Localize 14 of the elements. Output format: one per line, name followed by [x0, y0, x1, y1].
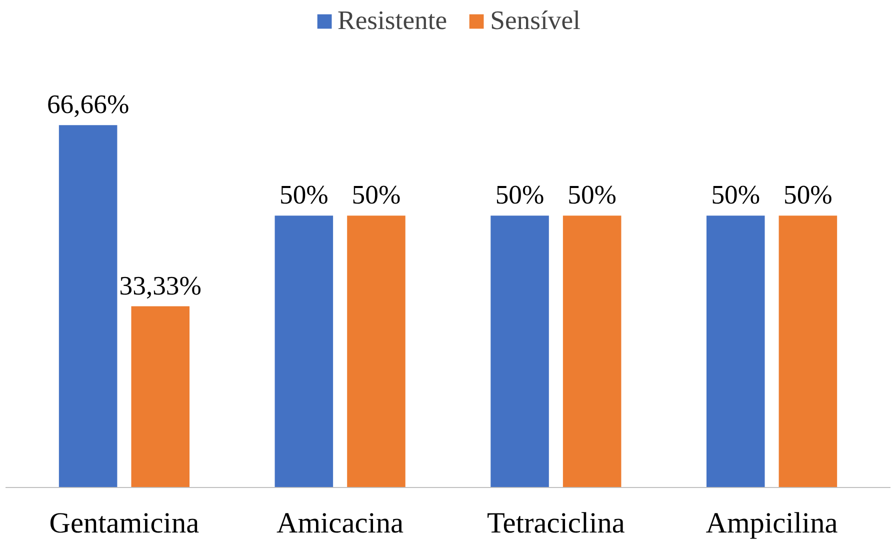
x-tick-label: Tetraciclina	[486, 508, 625, 540]
legend-label: Sensível	[490, 5, 580, 36]
x-tick-label: Ampicilina	[706, 508, 838, 540]
x-tick-label: Amicacina	[276, 508, 404, 540]
data-label: 50%	[568, 180, 617, 210]
data-label: 33,33%	[119, 270, 202, 300]
x-tick-label: Gentamicina	[49, 508, 200, 540]
data-label: 50%	[495, 180, 544, 210]
legend-label: Resistente	[338, 5, 448, 36]
data-label: 66,66%	[46, 89, 130, 120]
data-label: 50%	[784, 180, 832, 210]
data-label: 50%	[711, 180, 760, 210]
data-label: 50%	[279, 180, 328, 210]
data-label: 50%	[352, 180, 401, 210]
